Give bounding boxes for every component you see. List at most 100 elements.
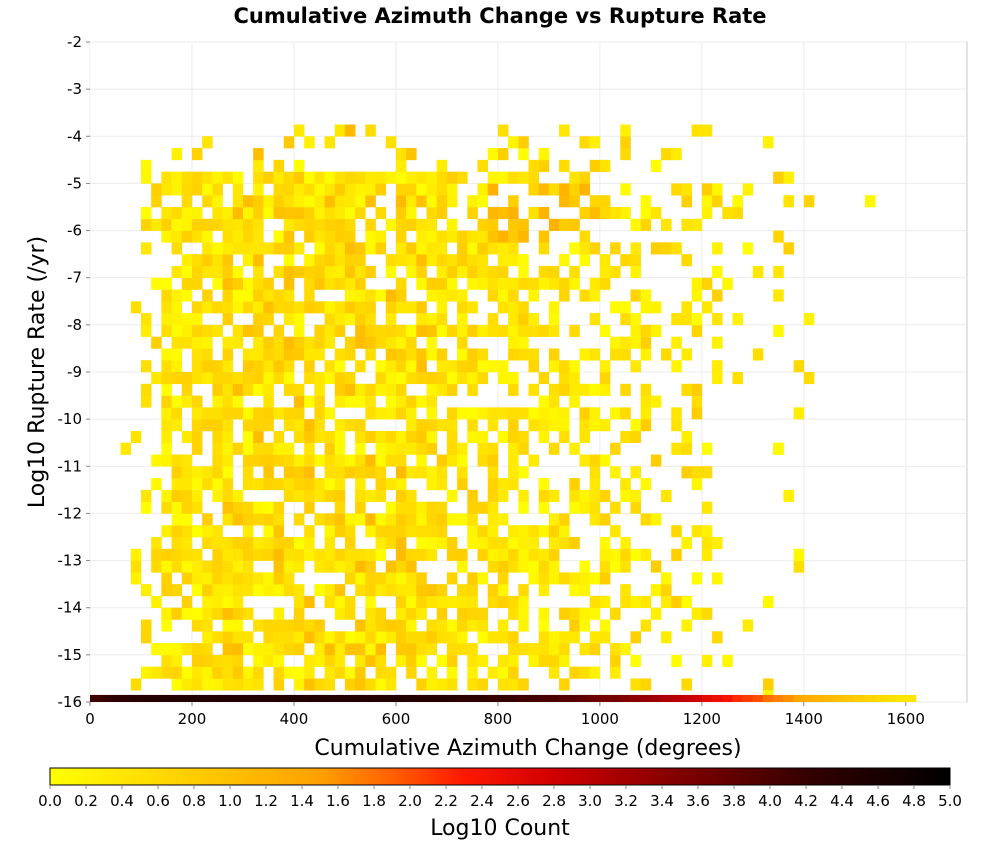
- heatmap-cell: [416, 501, 427, 514]
- heatmap-cell: [426, 466, 438, 479]
- bottom-row-cell: [518, 694, 529, 702]
- heatmap-cell: [783, 242, 794, 255]
- heatmap-cell: [304, 265, 315, 279]
- heatmap-cell: [140, 619, 152, 632]
- heatmap-cell: [538, 372, 550, 385]
- heatmap-cell: [589, 348, 601, 361]
- heatmap-cell: [518, 643, 529, 656]
- bottom-row-cell: [100, 694, 111, 702]
- colorbar-label: Log10 Count: [430, 816, 570, 841]
- heatmap-cell: [406, 654, 417, 667]
- heatmap-cell: [242, 218, 254, 231]
- heatmap-cell: [589, 207, 601, 220]
- heatmap-cell: [304, 489, 315, 502]
- heatmap-cell: [161, 643, 172, 656]
- heatmap-cell: [671, 548, 682, 561]
- heatmap-cell: [283, 254, 295, 267]
- heatmap-cell: [518, 230, 529, 243]
- heatmap-cell: [620, 595, 631, 609]
- heatmap-cell: [293, 466, 305, 479]
- heatmap-cell: [497, 265, 509, 279]
- heatmap-cell: [273, 560, 285, 573]
- heatmap-cell: [610, 301, 621, 314]
- heatmap-cell: [457, 407, 468, 420]
- heatmap-cell: [457, 336, 468, 349]
- bottom-row-cell: [599, 694, 611, 702]
- heatmap-cell: [324, 489, 336, 502]
- heatmap-cell: [559, 430, 570, 444]
- heatmap-cell: [436, 619, 448, 632]
- heatmap-cell: [569, 195, 580, 208]
- heatmap-cell: [191, 678, 203, 691]
- heatmap-cell: [497, 595, 509, 609]
- heatmap-cell: [477, 631, 489, 644]
- heatmap-cell: [548, 631, 560, 644]
- heatmap-cell: [599, 254, 611, 267]
- heatmap-cell: [406, 395, 417, 408]
- heatmap-cell: [304, 372, 315, 385]
- heatmap-cell: [508, 678, 519, 691]
- heatmap-cell: [324, 336, 336, 349]
- heatmap-cell: [436, 289, 448, 302]
- heatmap-cell: [528, 525, 539, 538]
- heatmap-cell: [589, 195, 601, 208]
- heatmap-cell: [701, 301, 713, 314]
- heatmap-cell: [191, 478, 203, 491]
- heatmap-cell: [457, 254, 468, 267]
- heatmap-cell: [202, 478, 213, 491]
- heatmap-cell: [569, 395, 580, 408]
- heatmap-cell: [406, 242, 417, 255]
- heatmap-cell: [599, 324, 611, 337]
- heatmap-cell: [508, 218, 519, 231]
- heatmap-cell: [640, 619, 652, 632]
- heatmap-cell: [477, 254, 489, 267]
- heatmap-cell: [446, 277, 458, 290]
- heatmap-cell: [712, 183, 723, 196]
- heatmap-cell: [263, 313, 274, 326]
- heatmap-cell: [528, 360, 539, 373]
- heatmap-cell: [171, 242, 183, 255]
- heatmap-cell: [436, 584, 448, 597]
- bottom-row-cell: [528, 694, 539, 702]
- heatmap-cell: [181, 277, 193, 290]
- bottom-row-cell: [344, 694, 356, 702]
- heatmap-cell: [355, 289, 366, 302]
- heatmap-cell: [324, 631, 336, 644]
- heatmap-cell: [701, 466, 713, 479]
- heatmap-cell: [171, 643, 183, 656]
- x-tick-label: 800: [484, 710, 513, 728]
- heatmap-cell: [191, 407, 203, 420]
- heatmap-cell: [426, 619, 438, 632]
- heatmap-cell: [365, 619, 376, 632]
- bottom-row-cell: [355, 694, 366, 702]
- heatmap-cell: [446, 513, 458, 526]
- heatmap-cell: [599, 631, 611, 644]
- bottom-row-cells: [90, 694, 917, 702]
- heatmap-cell: [589, 631, 601, 644]
- heatmap-cell: [589, 489, 601, 502]
- heatmap-cell: [344, 419, 356, 432]
- heatmap-cell: [273, 195, 285, 208]
- heatmap-cell: [457, 301, 468, 314]
- heatmap-cell: [253, 348, 264, 361]
- heatmap-cell: [589, 289, 601, 302]
- heatmap-cell: [242, 372, 254, 385]
- heatmap-cell: [355, 383, 366, 396]
- heatmap-cell: [416, 595, 427, 609]
- heatmap-cell: [273, 430, 285, 444]
- heatmap-cell: [508, 595, 519, 609]
- heatmap-cell: [395, 218, 407, 231]
- heatmap-cell: [151, 548, 162, 561]
- heatmap-cell: [548, 360, 560, 373]
- heatmap-cell: [691, 313, 703, 326]
- heatmap-cell: [477, 195, 489, 208]
- heatmap-cell: [355, 489, 366, 502]
- heatmap-cell: [273, 537, 285, 550]
- heatmap-cell: [426, 548, 438, 561]
- heatmap-cell: [528, 159, 539, 172]
- heatmap-cell: [477, 372, 489, 385]
- heatmap-cell: [222, 218, 234, 231]
- heatmap-cell: [283, 218, 295, 231]
- heatmap-cell: [630, 430, 641, 444]
